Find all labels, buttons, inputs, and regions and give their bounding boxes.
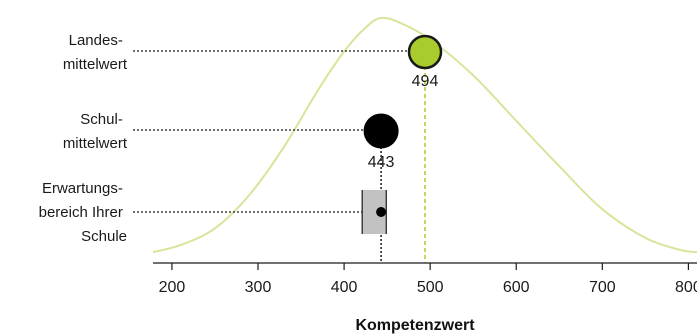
x-tick-label: 200 [159,279,186,296]
erwartung-label: Erwartungs- bereich Ihrer Schule [39,180,127,245]
x-tick-label: 800 [675,279,697,296]
schul-mittelwert-marker [363,113,399,149]
x-axis-ticks: 200 300 400 500 600 700 800 [159,263,697,296]
schul-label: Schul- mittelwert [63,111,128,152]
x-tick-label: 300 [245,279,272,296]
x-axis-title: Kompetenzwert [355,317,475,334]
x-tick-label: 400 [331,279,358,296]
schul-value-label: 443 [368,154,395,171]
landes-mittelwert-marker [407,34,443,70]
landes-value-label: 494 [412,73,439,90]
x-tick-label: 500 [417,279,444,296]
x-tick-label: 700 [589,279,616,296]
landes-label: Landes- mittelwert [63,32,128,73]
distribution-curve [152,16,697,254]
x-tick-label: 600 [503,279,530,296]
expected-point-marker [376,207,387,217]
